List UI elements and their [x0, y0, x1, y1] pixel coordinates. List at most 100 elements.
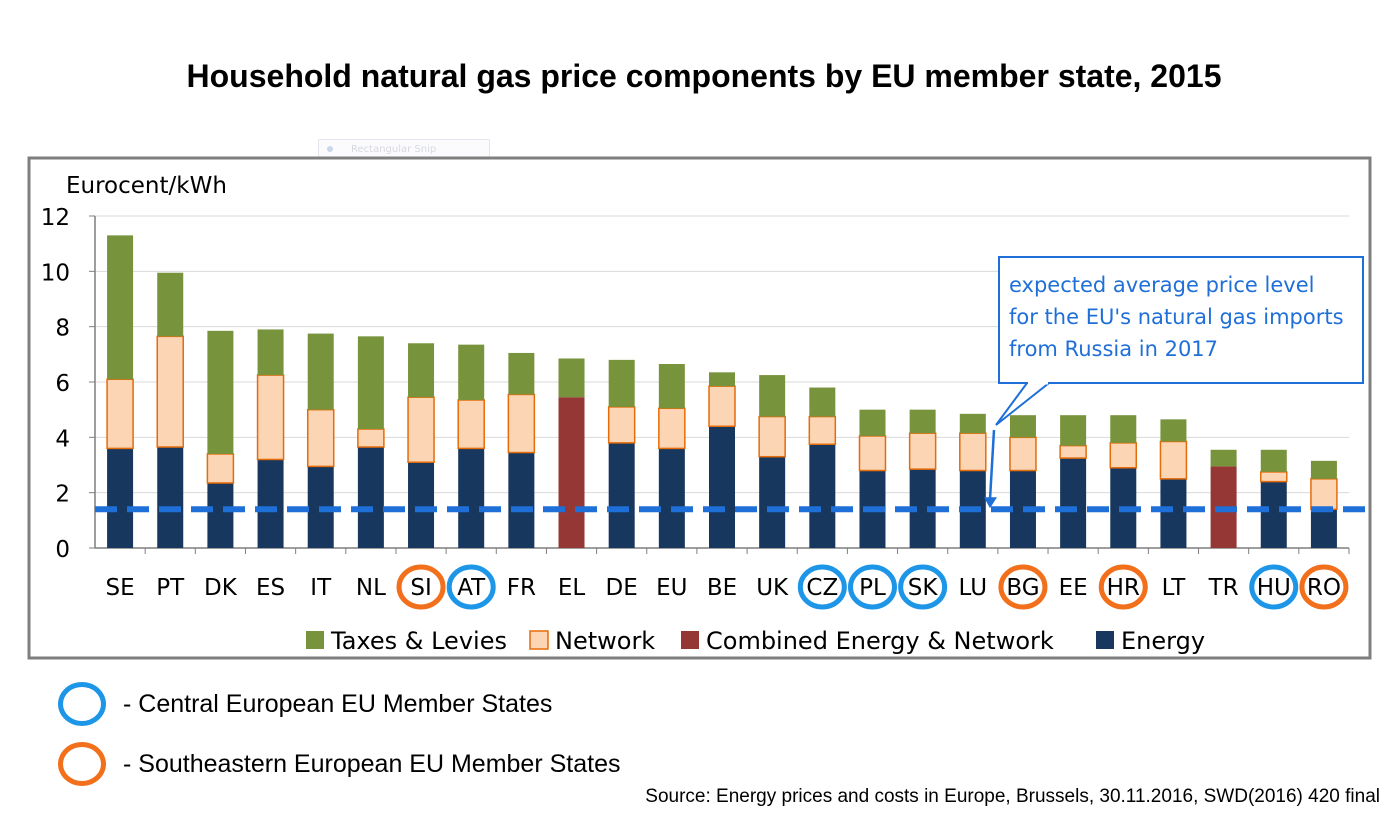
bar-network-es — [256, 374, 285, 461]
bar-taxes-eu — [658, 364, 685, 409]
bar-network-fr — [507, 393, 536, 454]
bar-energy-ee — [1060, 458, 1087, 548]
y-tick-label: 0 — [55, 537, 70, 563]
x-tick-label-dk: DK — [204, 575, 238, 601]
x-tick-label-tr: TR — [1208, 575, 1239, 601]
circle-marker-hu — [1249, 564, 1299, 610]
bar-taxes-ee — [1060, 415, 1087, 446]
bar-energy-de — [608, 442, 635, 548]
bar-taxes-si — [408, 343, 435, 398]
legend-swatch-taxes — [306, 631, 324, 649]
legend-label-combined: Combined Energy & Network — [706, 627, 1054, 655]
legend-swatch-network — [529, 630, 549, 650]
y-tick-label: 8 — [55, 316, 70, 342]
bar-network-si — [407, 396, 435, 463]
bar-taxes-hr — [1110, 415, 1137, 443]
bar-network-de — [607, 406, 636, 444]
x-tick-label-cz: CZ — [806, 575, 838, 601]
bar-network-se — [106, 378, 134, 450]
bar-energy-nl — [357, 447, 384, 548]
bar-taxes-de — [608, 359, 635, 407]
bar-taxes-ro — [1310, 460, 1337, 479]
bar-network-lu — [959, 432, 987, 472]
bar-taxes-cz — [809, 387, 836, 417]
bar-energy-hu — [1260, 481, 1287, 548]
bar-taxes-at — [458, 344, 485, 400]
bar-taxes-hu — [1260, 449, 1287, 472]
bar-taxes-pt — [157, 272, 184, 337]
bar-energy-eu — [658, 448, 685, 548]
bar-taxes-nl — [357, 336, 384, 430]
bar-energy-cz — [809, 444, 836, 548]
bar-energy-at — [458, 448, 485, 548]
legend-label-taxes: Taxes & Levies — [330, 627, 507, 655]
circle-marker-hr — [1098, 564, 1148, 610]
bar-energy-lt — [1160, 478, 1187, 548]
circle-marker-at — [446, 564, 496, 610]
bar-network-nl — [357, 428, 385, 448]
y-tick-label: 6 — [55, 371, 70, 397]
x-tick-label-pt: PT — [156, 575, 185, 601]
y-tick-label: 2 — [55, 482, 70, 508]
key-central-label: - Central European EU Member States — [123, 689, 553, 718]
x-tick-label-be: BE — [707, 575, 737, 601]
bar-network-uk — [758, 415, 786, 458]
bar-network-cz — [808, 415, 837, 446]
bar-energy-ro — [1310, 509, 1337, 548]
x-tick-label-lt: LT — [1162, 575, 1187, 601]
bar-network-pt — [156, 335, 184, 448]
circle-marker-si — [396, 564, 446, 610]
bar-taxes-es — [257, 329, 284, 376]
annotation-arrow-head — [984, 497, 997, 509]
bar-energy-si — [408, 462, 435, 548]
bar-taxes-bg — [1009, 415, 1036, 438]
x-tick-label-it: IT — [310, 575, 332, 601]
bar-taxes-lt — [1160, 419, 1187, 442]
annotation-callout-text: expected average price level for the EU'… — [999, 257, 1362, 385]
bar-energy-fr — [508, 452, 535, 548]
bar-network-pl — [858, 435, 887, 472]
x-tick-label-ro: RO — [1307, 575, 1341, 601]
y-tick-label: 4 — [55, 426, 70, 452]
legend-label-energy: Energy — [1121, 627, 1205, 655]
annotation-line-1: expected average price level — [1009, 273, 1315, 297]
chart-title: Household natural gas price components b… — [186, 58, 1222, 94]
x-tick-label-at: AT — [457, 575, 486, 601]
x-tick-label-sk: SK — [908, 575, 939, 601]
x-tick-label-se: SE — [106, 575, 135, 601]
bar-taxes-it — [307, 333, 334, 410]
x-tick-label-el: EL — [558, 575, 586, 601]
x-tick-label-eu: EU — [656, 575, 687, 601]
x-tick-label-es: ES — [256, 575, 285, 601]
annotation-line-2: for the EU's natural gas imports — [1009, 305, 1344, 329]
x-tick-label-nl: NL — [356, 575, 386, 601]
x-tick-label-bg: BG — [1006, 575, 1039, 601]
x-tick-label-hr: HR — [1107, 575, 1140, 601]
x-tick-label-lu: LU — [959, 575, 988, 601]
x-tick-label-ee: EE — [1059, 575, 1088, 601]
bar-taxes-uk — [759, 375, 786, 417]
bar-taxes-dk — [207, 330, 234, 454]
bar-taxes-pl — [859, 409, 886, 436]
bar-energy-be — [709, 426, 735, 548]
bar-energy-uk — [759, 456, 786, 548]
bar-network-hu — [1260, 471, 1288, 483]
bar-energy-se — [107, 448, 134, 548]
annotation-arrow-line — [988, 429, 996, 500]
source-note: Source: Energy prices and costs in Europ… — [645, 786, 1380, 807]
y-tick-label: 10 — [41, 260, 70, 286]
bar-taxes-fr — [508, 352, 535, 395]
bar-energy-pt — [157, 447, 184, 548]
key-southeast: - Southeastern European EU Member States — [58, 742, 621, 786]
x-tick-label-si: SI — [410, 575, 431, 601]
y-axis-label: Eurocent/kWh — [66, 173, 227, 199]
circle-marker-pl — [847, 564, 897, 610]
bar-energy-dk — [207, 482, 234, 548]
bar-network-ro — [1310, 478, 1338, 511]
legend-swatch-energy — [1096, 631, 1114, 649]
bar-network-hr — [1109, 442, 1138, 469]
chart-frame — [27, 156, 1372, 660]
circle-marker-sk — [898, 564, 948, 610]
blue-circle-icon — [58, 682, 106, 726]
snip-label: Rectangular Snip — [351, 144, 437, 155]
